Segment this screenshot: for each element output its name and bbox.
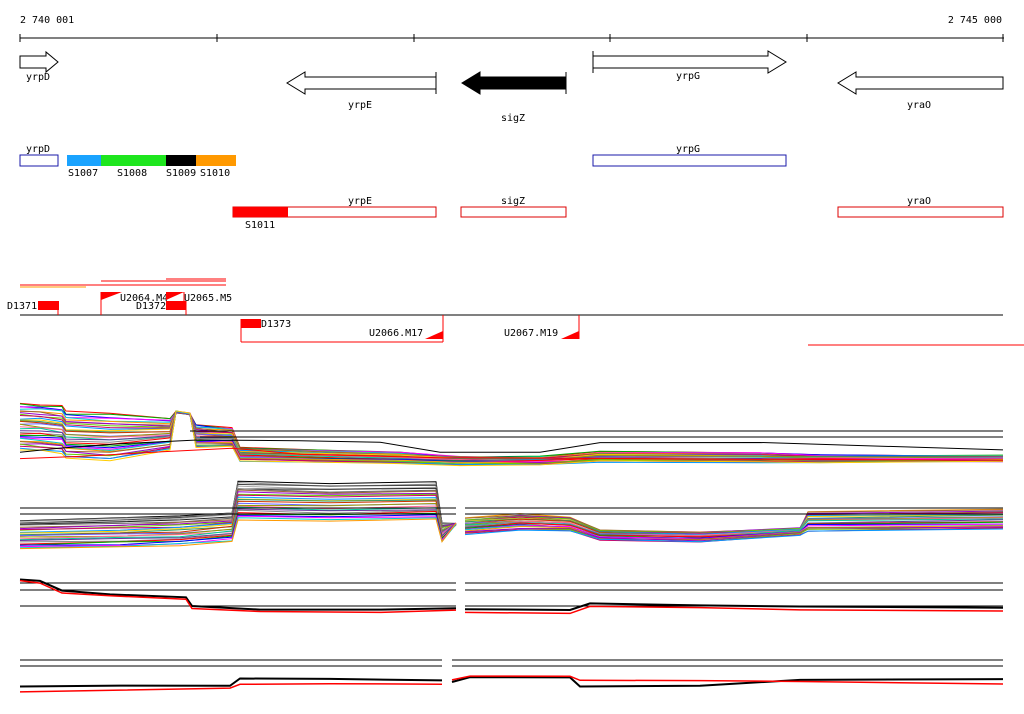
feature-label: D1372	[136, 301, 166, 312]
profile-trace	[19, 410, 1004, 461]
ruler-end-label: 2 745 000	[948, 15, 1002, 26]
profile-trace	[451, 676, 1004, 688]
segment-S1008[interactable]: S1008	[101, 155, 166, 179]
reverse-arrow-icon	[837, 71, 1004, 95]
feature-U2067.M19[interactable]: U2067.M19	[504, 315, 580, 339]
coordinate-ruler: 2 740 001 2 745 000	[19, 15, 1004, 42]
feature-U2065.M5[interactable]: U2065.M5	[166, 292, 232, 304]
forward-arrow-icon	[592, 50, 787, 74]
gene-yrpG[interactable]: yrpG	[592, 50, 787, 82]
annotation-box-yrpD[interactable]: yrpD	[19, 144, 59, 167]
profile-trace	[19, 439, 1004, 453]
transcript-box-yraO[interactable]: yraO	[837, 196, 1004, 218]
profile-trace	[464, 602, 1004, 612]
segment-S1010[interactable]: S1010	[196, 155, 236, 179]
profile-trace	[19, 579, 457, 614]
profile-trace	[19, 411, 1004, 463]
annotation-label: yrpG	[676, 144, 700, 155]
transcript-label: yrpE	[348, 196, 372, 207]
gene-label: yraO	[907, 100, 931, 111]
annotation-track: yrpD yrpG S1007 S1008 S1009 S1010	[19, 144, 787, 179]
gene-yrpD[interactable]: yrpD	[19, 50, 59, 83]
strand-profile-2	[19, 659, 1004, 693]
segment-label: S1009	[166, 168, 196, 179]
gene-label: yrpE	[348, 100, 372, 111]
gene-label: yrpG	[676, 71, 700, 82]
feature-label: D1373	[261, 319, 291, 330]
annotation-box-yrpG[interactable]: yrpG	[592, 144, 787, 167]
multi-condition-profile-bottom	[19, 480, 1004, 550]
profile-trace	[19, 518, 457, 550]
feature-U2066.M17[interactable]: U2066.M17	[369, 315, 444, 342]
profile-trace	[451, 675, 1004, 685]
transcript-track: yrpE S1011 sigZ yraO	[232, 196, 1004, 231]
gene-yraO[interactable]: yraO	[837, 71, 1004, 111]
profile-trace	[464, 523, 1004, 540]
profile-trace	[464, 528, 1004, 543]
segment-label: S1010	[200, 168, 230, 179]
profile-trace	[19, 411, 1004, 465]
gene-yrpE[interactable]: yrpE	[286, 71, 437, 111]
ruler-start-label: 2 740 001	[20, 15, 74, 26]
transcript-label: sigZ	[501, 196, 525, 207]
segment-S1007[interactable]: S1007	[67, 155, 101, 179]
feature-D1373[interactable]: D1373	[240, 319, 291, 342]
transcript-box-sigZ[interactable]: sigZ	[460, 196, 567, 218]
gene-label: yrpD	[26, 72, 50, 83]
profile-trace	[19, 578, 457, 611]
transcript-label: yraO	[907, 196, 931, 207]
feature-U2064.M4[interactable]: U2064.M4	[100, 292, 168, 315]
gene-sigZ[interactable]: sigZ	[461, 71, 567, 124]
profile-trace	[19, 403, 1004, 458]
feature-label: U2065.M5	[184, 293, 232, 304]
profile-trace	[464, 605, 1004, 615]
reverse-arrow-icon	[286, 71, 437, 95]
annotation-label: yrpD	[26, 144, 50, 155]
feature-label: D1371	[7, 301, 37, 312]
multi-condition-profile-top	[19, 402, 1004, 467]
forward-arrow-icon	[19, 50, 59, 74]
segment-label: S1008	[117, 168, 147, 179]
profile-trace	[19, 412, 1004, 462]
segment-label: S1007	[68, 168, 98, 179]
profile-trace	[19, 447, 1004, 461]
profile-trace	[19, 682, 443, 693]
gene-arrows-track: yrpD yrpE sigZ yrpG yraO	[19, 50, 1004, 124]
feature-label: U2064.M4	[120, 293, 168, 304]
feature-label: U2067.M19	[504, 328, 558, 339]
feature-track: D1371 U2064.M4 U2065.M5 D1372 D1373 U206…	[7, 278, 1024, 346]
segment-label: S1011	[245, 220, 275, 231]
profile-trace	[464, 509, 1004, 533]
transcript-box-yrpE[interactable]: yrpE S1011	[232, 196, 437, 231]
profile-trace	[19, 677, 443, 688]
feature-label: U2066.M17	[369, 328, 423, 339]
feature-D1372[interactable]: D1372	[136, 301, 187, 315]
strand-profile-1	[19, 578, 1004, 615]
profile-trace	[19, 411, 1004, 466]
gene-label: sigZ	[501, 113, 525, 124]
segment-S1009[interactable]: S1009	[166, 155, 196, 179]
profile-trace	[19, 410, 1004, 459]
feature-D1371[interactable]: D1371	[7, 301, 59, 315]
reverse-arrow-icon	[461, 71, 567, 95]
